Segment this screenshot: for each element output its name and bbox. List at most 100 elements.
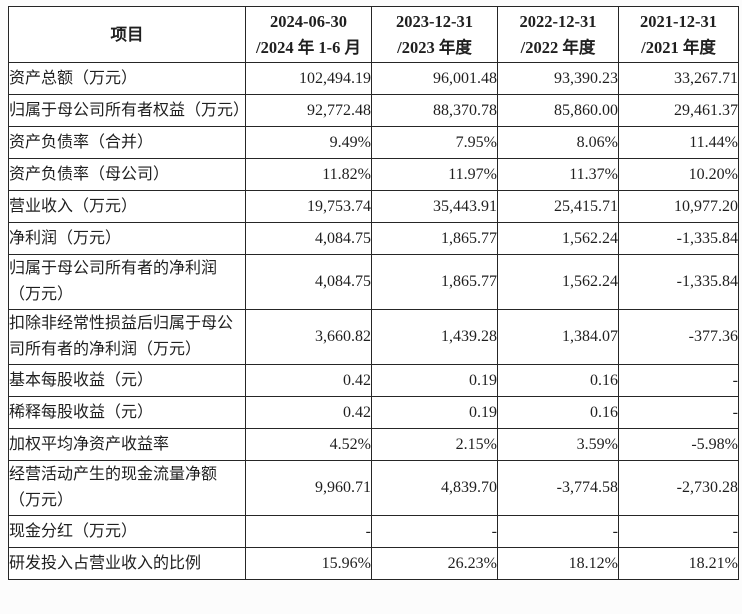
row-value: 85,860.00 (497, 94, 619, 127)
table-row: 资产负债率（母公司） 11.82% 11.97% 11.37% 10.20% (8, 158, 739, 191)
table-row: 资产总额（万元） 102,494.19 96,001.48 93,390.23 33,2… (8, 62, 739, 95)
table-header-row: 项目 2024-06-30 /2024 年 1-6 月 2023-12-31 /… (8, 6, 739, 63)
row-value: 11.97% (371, 158, 498, 191)
table-row: 净利润（万元） 4,084.75 1,865.77 1,562.24 -1,335.84 (8, 222, 739, 255)
period-range: /2024 年 1-6 月 (256, 37, 361, 57)
row-value: 9,960.71 (245, 460, 372, 516)
row-value: 26.23% (371, 547, 498, 580)
row-value: -2,730.28 (618, 460, 739, 516)
table-row: 归属于母公司所有者权益（万元） 92,772.48 88,370.78 85,860.… (8, 94, 739, 127)
row-label: 资产负债率（合并） (8, 126, 246, 159)
row-value: 0.16 (497, 364, 619, 397)
row-value: 25,415.71 (497, 190, 619, 223)
row-value: 96,001.48 (371, 62, 498, 95)
period-date: 2024-06-30 (270, 11, 347, 31)
row-value: - (245, 515, 372, 548)
row-value: 1,562.24 (497, 254, 619, 310)
row-value: 15.96% (245, 547, 372, 580)
row-value: 1,384.07 (497, 309, 619, 365)
row-value: 29,461.37 (618, 94, 739, 127)
row-value: 2.15% (371, 428, 498, 461)
table-row: 加权平均净资产收益率 4.52% 2.15% 3.59% -5.98% (8, 428, 739, 461)
table-row: 现金分红（万元） - - - - (8, 515, 739, 548)
row-label: 研发投入占营业收入的比例 (8, 547, 246, 580)
row-label: 营业收入（万元） (8, 190, 246, 223)
header-cell-period-2024h1: 2024-06-30 /2024 年 1-6 月 (245, 6, 372, 63)
row-value: 1,439.28 (371, 309, 498, 365)
header-cell-period-2023: 2023-12-31 /2023 年度 (371, 6, 498, 63)
row-value: 1,562.24 (497, 222, 619, 255)
row-value: 4.52% (245, 428, 372, 461)
row-value: 11.44% (618, 126, 739, 159)
row-value: 10.20% (618, 158, 739, 191)
row-label: 加权平均净资产收益率 (8, 428, 246, 461)
row-label: 经营活动产生的现金流量净额（万元） (8, 460, 246, 516)
row-value: 3.59% (497, 428, 619, 461)
row-value: 0.19 (371, 364, 498, 397)
row-value: -5.98% (618, 428, 739, 461)
row-label: 稀释每股收益（元） (8, 396, 246, 429)
row-value: -1,335.84 (618, 222, 739, 255)
row-value: 0.42 (245, 396, 372, 429)
period-date: 2022-12-31 (519, 11, 597, 31)
row-label: 资产总额（万元） (8, 62, 246, 95)
table-row: 营业收入（万元） 19,753.74 35,443.91 25,415.71 10,97… (8, 190, 739, 223)
row-value: 11.37% (497, 158, 619, 191)
row-value: - (618, 364, 739, 397)
row-value: 4,084.75 (245, 222, 372, 255)
row-value: 93,390.23 (497, 62, 619, 95)
row-label: 归属于母公司所有者权益（万元） (8, 94, 246, 127)
row-label: 归属于母公司所有者的净利润（万元） (8, 254, 246, 310)
row-value: 1,865.77 (371, 254, 498, 310)
period-range: /2022 年度 (520, 37, 596, 57)
row-label: 基本每股收益（元） (8, 364, 246, 397)
period-date: 2021-12-31 (640, 11, 717, 31)
row-value: 11.82% (245, 158, 372, 191)
row-value: 35,443.91 (371, 190, 498, 223)
header-cell-period-2021: 2021-12-31 /2021 年度 (618, 6, 739, 63)
row-label: 资产负债率（母公司） (8, 158, 246, 191)
item-header-label: 项目 (110, 24, 144, 44)
period-date: 2023-12-31 (396, 11, 473, 31)
row-value: 1,865.77 (371, 222, 498, 255)
row-value: - (618, 396, 739, 429)
row-value: 102,494.19 (245, 62, 372, 95)
row-value: 18.12% (497, 547, 619, 580)
row-value: 10,977.20 (618, 190, 739, 223)
financial-indicators-table: 项目 2024-06-30 /2024 年 1-6 月 2023-12-31 /… (8, 6, 739, 580)
row-value: 33,267.71 (618, 62, 739, 95)
header-cell-period-2022: 2022-12-31 /2022 年度 (497, 6, 619, 63)
period-range: /2023 年度 (397, 37, 472, 57)
table-row: 归属于母公司所有者的净利润（万元） 4,084.75 1,865.77 1,562.2… (8, 254, 739, 310)
table-row: 稀释每股收益（元） 0.42 0.19 0.16- (8, 396, 739, 429)
table-row: 研发投入占营业收入的比例 15.96% 26.23% 18.12% 18.21% (8, 547, 739, 580)
row-value: 0.19 (371, 396, 498, 429)
row-value: 0.16 (497, 396, 619, 429)
row-value: 18.21% (618, 547, 739, 580)
table-row: 经营活动产生的现金流量净额（万元） 9,960.71 4,839.70 -3,774.… (8, 460, 739, 516)
table-row: 资产负债率（合并） 9.49% 7.95% 8.06% 11.44% (8, 126, 739, 159)
row-value: 19,753.74 (245, 190, 372, 223)
row-value: -1,335.84 (618, 254, 739, 310)
row-value: 92,772.48 (245, 94, 372, 127)
row-value: 4,084.75 (245, 254, 372, 310)
table-row: 基本每股收益（元） 0.42 0.19 0.16- (8, 364, 739, 397)
row-label: 净利润（万元） (8, 222, 246, 255)
table-row: 扣除非经常性损益后归属于母公司所有者的净利润（万元） 3,660.82 1,439.… (8, 309, 739, 365)
row-value: 7.95% (371, 126, 498, 159)
row-label: 现金分红（万元） (8, 515, 246, 548)
row-value: 0.42 (245, 364, 372, 397)
row-value: 8.06% (497, 126, 619, 159)
row-value: - (497, 515, 619, 548)
row-value: 4,839.70 (371, 460, 498, 516)
row-value: - (371, 515, 498, 548)
row-value: -3,774.58 (497, 460, 619, 516)
row-value: 3,660.82 (245, 309, 372, 365)
period-range: /2021 年度 (641, 37, 716, 57)
row-value: - (618, 515, 739, 548)
page: 项目 2024-06-30 /2024 年 1-6 月 2023-12-31 /… (8, 6, 739, 580)
table-body: 资产总额（万元） 102,494.19 96,001.48 93,390.23 33,2… (8, 62, 739, 580)
row-value: -377.36 (618, 309, 739, 365)
row-value: 88,370.78 (371, 94, 498, 127)
row-value: 9.49% (245, 126, 372, 159)
